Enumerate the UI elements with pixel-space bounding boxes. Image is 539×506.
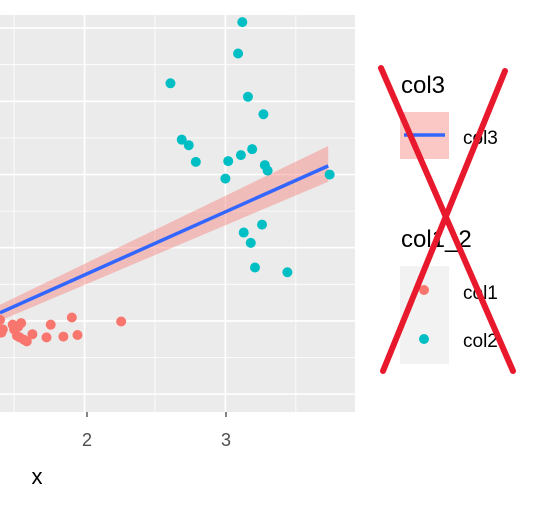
point-col1 <box>27 329 38 340</box>
point-col2 <box>324 169 335 180</box>
point-col2 <box>282 267 293 278</box>
point-col2 <box>258 109 269 120</box>
point-col1 <box>41 332 52 343</box>
point-col1 <box>16 318 27 329</box>
point-col1 <box>0 314 5 325</box>
legend-key-col1 <box>419 285 429 295</box>
point-col2 <box>165 78 176 89</box>
legend: col3 col3 col1_2 col1 col2 <box>400 72 498 364</box>
legend-key-col2 <box>419 334 429 344</box>
point-col2 <box>183 140 194 151</box>
x-tick-label: 2 <box>82 430 92 450</box>
data-points <box>0 17 335 347</box>
point-col1 <box>21 336 32 347</box>
x-axis-title: x <box>32 464 43 489</box>
point-col2 <box>220 173 231 184</box>
point-col2 <box>247 144 258 155</box>
trend-line-group <box>0 164 329 315</box>
cross-out-mark <box>378 65 516 374</box>
point-col2 <box>223 156 234 167</box>
point-col2 <box>237 17 248 28</box>
point-col2 <box>238 227 249 238</box>
point-col2 <box>190 156 201 167</box>
legend-label-col2: col2 <box>463 331 498 352</box>
point-col2 <box>233 48 244 59</box>
trend-line <box>0 164 329 315</box>
point-col2 <box>235 150 246 161</box>
point-col2 <box>176 134 187 145</box>
legend-title-line: col3 <box>401 72 445 99</box>
point-col2 <box>245 237 256 248</box>
point-col1 <box>116 316 127 327</box>
point-col2 <box>257 219 268 230</box>
point-col1 <box>45 319 56 330</box>
grid-lines <box>0 15 355 412</box>
x-axis: 2 3 x <box>32 412 231 489</box>
plot-panel <box>0 15 355 412</box>
point-col1 <box>66 312 77 323</box>
point-col2 <box>242 91 253 102</box>
cross-stroke <box>380 68 508 374</box>
x-tick-label: 3 <box>221 430 231 450</box>
point-col1 <box>58 331 69 342</box>
point-col2 <box>262 165 273 176</box>
point-col1 <box>0 324 8 335</box>
point-col1 <box>72 329 83 340</box>
point-col2 <box>249 262 260 273</box>
